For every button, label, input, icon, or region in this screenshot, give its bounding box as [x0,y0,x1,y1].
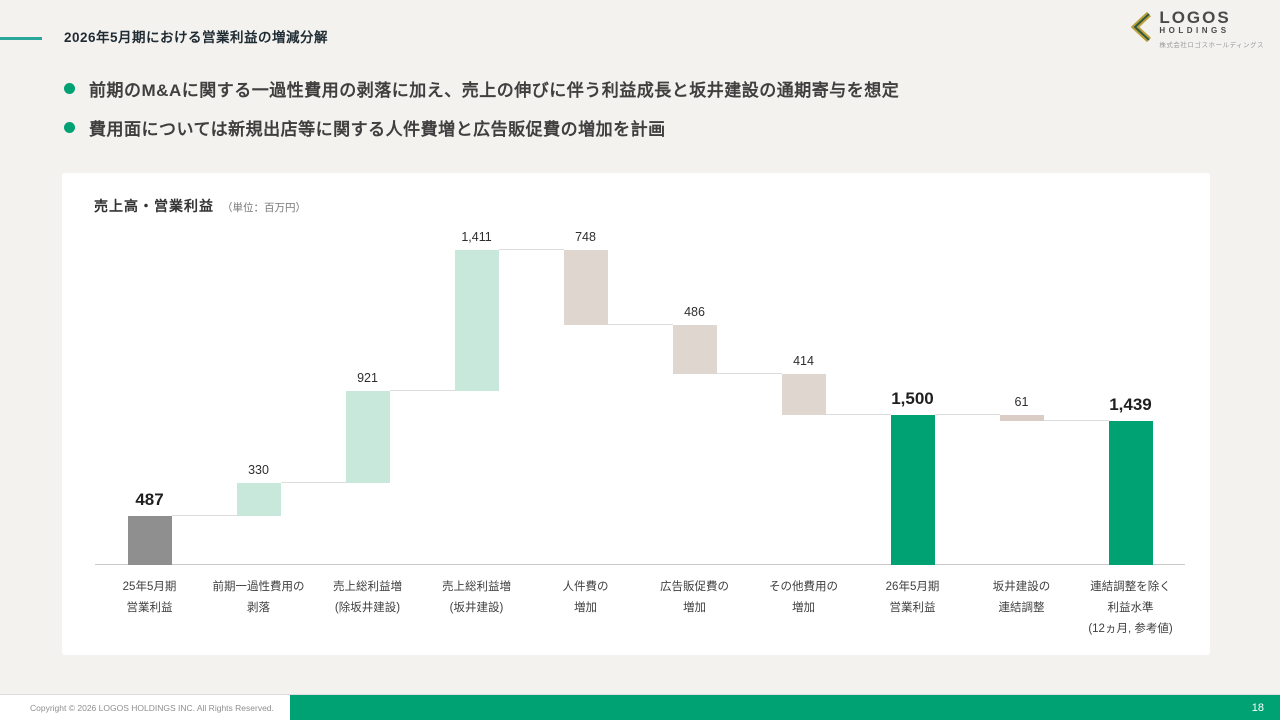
waterfall-bar [1108,421,1153,565]
waterfall-bar [236,483,281,517]
waterfall-connector [934,414,1000,415]
slide-title: 2026年5月期における営業利益の増減分解 [64,30,329,45]
waterfall-connector [716,372,782,374]
page-number: 18 [1251,701,1264,714]
chart-title: 売上高・営業利益 [94,198,214,214]
x-axis-labels: 25年5月期 営業利益 前期一過性費用の 剥落 売上総利益増 (除坂井建設) 売上総利益増(… [95,577,1185,640]
waterfall-connector [171,515,237,517]
axis-label: 売上総利益増 (除坂井建設) [333,581,402,614]
waterfall-connector [1043,420,1109,422]
axis-label: 人件費の 増加 [562,581,609,614]
bullet-text: 費用面については新規出店等に関する人件費増と広告販促費の増加を計画 [89,120,666,139]
bar-value-label: 330 [248,463,269,478]
waterfall-connector [607,323,673,325]
waterfall-connector [389,390,455,392]
axis-label: 連結調整を除く 利益水準 (12ヵ月, 参考値) [1088,581,1173,635]
waterfall-bar [345,391,390,484]
waterfall-plot: 487 330 921 1,411 748 486 414 1,500 61 1,439 [95,225,1185,565]
footer: Copyright © 2026 LOGOS HOLDINGS INC. All… [0,694,1280,720]
bar-value-label: 748 [575,230,596,245]
axis-label: 前期一過性費用の 剥落 [212,581,305,614]
waterfall-bar [454,250,499,392]
bullet-item: 費用面については新規出店等に関する人件費増と広告販促費の増加を計画 [64,115,1214,140]
bullet-text: 前期のM&Aに関する一過性費用の剥落に加え、売上の伸びに伴う利益成長と坂井建設の… [89,81,900,100]
bar-value-label: 414 [793,353,814,368]
bullet-list: 前期のM&Aに関する一過性費用の剥落に加え、売上の伸びに伴う利益成長と坂井建設の… [64,76,1214,154]
axis-label: 広告販促費の 増加 [660,581,729,614]
bullet-item: 前期のM&Aに関する一過性費用の剥落に加え、売上の伸びに伴う利益成長と坂井建設の… [64,76,1214,101]
chart-title-row: 売上高・営業利益 （単位：百万円） [94,196,306,216]
title-accent-dash [0,37,42,40]
axis-baseline [95,564,1185,565]
bar-value-label: 61 [1014,395,1029,409]
axis-label: その他費用の 増加 [769,581,838,614]
waterfall-bar [127,516,172,565]
bullet-dot-icon [64,122,75,133]
chart-unit-label: （単位：百万円） [222,202,306,214]
bar-value-label: 921 [357,371,378,386]
logo-text-block: LOGOS HOLDINGS 株式会社ロゴスホールディングス [1159,9,1264,49]
logo-subname: HOLDINGS [1159,26,1230,35]
waterfall-connector [825,413,891,415]
waterfall-bar [999,415,1044,422]
bar-value-label: 487 [135,490,164,510]
axis-label: 坂井建設の 連結調整 [992,581,1051,614]
bullet-dot-icon [64,83,75,94]
logo-name: LOGOS [1159,8,1231,27]
bar-value-label: 1,439 [1109,395,1152,415]
bar-value-label: 486 [684,304,705,319]
chart-card: 売上高・営業利益 （単位：百万円） 487 330 921 1,411 748 486 41… [62,173,1210,655]
waterfall-connector [498,249,564,251]
waterfall-bar [672,324,717,374]
axis-label: 26年5月期 営業利益 [885,581,940,614]
bar-value-label: 1,411 [461,230,492,245]
waterfall-bar [890,415,935,565]
copyright-text: Copyright © 2026 LOGOS HOLDINGS INC. All… [30,702,274,713]
axis-label: 25年5月期 営業利益 [122,581,177,614]
page-number-band: 18 [290,695,1280,720]
bar-value-label: 1,500 [891,389,934,408]
waterfall-bar [781,373,826,415]
axis-label: 売上総利益増 (坂井建設) [442,581,511,614]
logo-caption: 株式会社ロゴスホールディングス [1159,42,1264,49]
waterfall-connector [280,482,346,484]
company-logo: LOGOS HOLDINGS 株式会社ロゴスホールディングス [1130,9,1264,49]
waterfall-bar [563,250,608,325]
logo-chevron-icon [1130,11,1153,47]
